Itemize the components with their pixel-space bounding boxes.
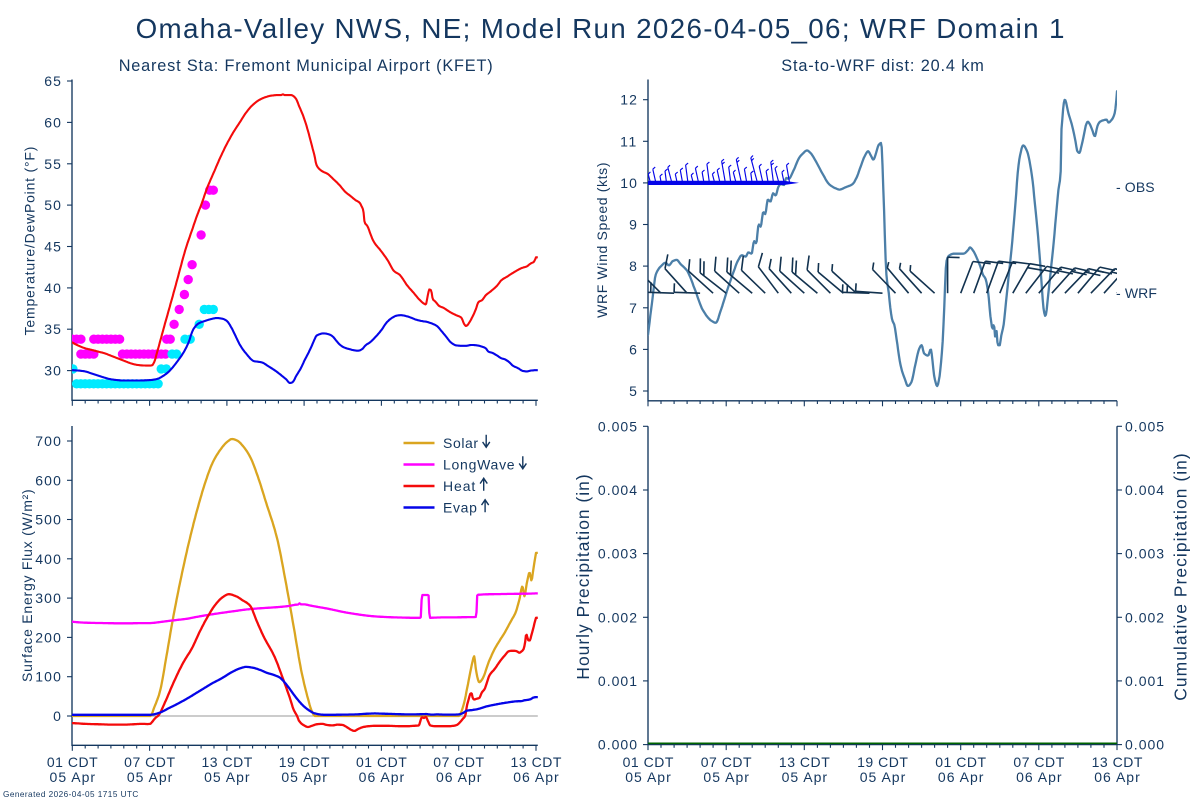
- svg-text:07 CDT: 07 CDT: [1013, 754, 1064, 770]
- svg-text:12: 12: [620, 92, 638, 108]
- svg-text:Evap: Evap: [443, 500, 478, 516]
- svg-text:13 CDT: 13 CDT: [511, 754, 562, 770]
- svg-text:Cumulative Precipitation (in): Cumulative Precipitation (in): [1171, 452, 1191, 701]
- svg-text:0.005: 0.005: [598, 418, 638, 434]
- svg-text:0.004: 0.004: [598, 482, 638, 498]
- svg-text:0.000: 0.000: [598, 737, 638, 753]
- svg-text:700: 700: [35, 433, 62, 449]
- svg-text:Omaha-Valley NWS, NE; Model Ru: Omaha-Valley NWS, NE; Model Run 2026-04-…: [136, 13, 1066, 44]
- svg-text:Nearest Sta: Fremont Municipal: Nearest Sta: Fremont Municipal Airport (…: [119, 57, 494, 75]
- svg-text:07 CDT: 07 CDT: [701, 754, 752, 770]
- svg-text:Solar: Solar: [443, 435, 479, 451]
- svg-text:Surface Energy Flux (W/m²): Surface Energy Flux (W/m²): [19, 489, 35, 683]
- svg-text:- OBS: - OBS: [1116, 179, 1155, 195]
- svg-text:Heat: Heat: [443, 478, 476, 494]
- svg-text:01 CDT: 01 CDT: [935, 754, 986, 770]
- svg-text:0.004: 0.004: [1125, 482, 1165, 498]
- svg-text:65: 65: [44, 73, 62, 89]
- svg-text:Sta-to-WRF dist: 20.4 km: Sta-to-WRF dist: 20.4 km: [781, 57, 984, 75]
- svg-text:13 CDT: 13 CDT: [1092, 754, 1143, 770]
- svg-text:07 CDT: 07 CDT: [124, 754, 175, 770]
- svg-text:01 CDT: 01 CDT: [47, 754, 98, 770]
- svg-text:01 CDT: 01 CDT: [623, 754, 674, 770]
- svg-text:19 CDT: 19 CDT: [279, 754, 330, 770]
- svg-text:05 Apr: 05 Apr: [127, 769, 173, 785]
- svg-text:0.002: 0.002: [1125, 609, 1165, 625]
- svg-text:05 Apr: 05 Apr: [703, 769, 749, 785]
- svg-text:06 Apr: 06 Apr: [1094, 769, 1140, 785]
- svg-text:600: 600: [35, 472, 62, 488]
- svg-text:7: 7: [629, 300, 638, 316]
- svg-text:13 CDT: 13 CDT: [201, 754, 252, 770]
- svg-text:05 Apr: 05 Apr: [625, 769, 671, 785]
- svg-text:0.000: 0.000: [1125, 737, 1165, 753]
- svg-text:- WRF: - WRF: [1116, 285, 1157, 301]
- svg-text:0.005: 0.005: [1125, 418, 1165, 434]
- svg-text:6: 6: [629, 341, 638, 357]
- svg-text:06 Apr: 06 Apr: [1016, 769, 1062, 785]
- svg-text:10: 10: [620, 175, 638, 191]
- svg-text:05 Apr: 05 Apr: [50, 769, 96, 785]
- svg-text:0.001: 0.001: [598, 673, 638, 689]
- svg-text:05 Apr: 05 Apr: [204, 769, 250, 785]
- svg-text:5: 5: [629, 383, 638, 399]
- svg-text:40: 40: [44, 280, 62, 296]
- svg-text:11: 11: [620, 133, 638, 149]
- svg-text:50: 50: [44, 197, 62, 213]
- svg-text:05 Apr: 05 Apr: [281, 769, 327, 785]
- svg-text:60: 60: [44, 114, 62, 130]
- svg-text:0.001: 0.001: [1125, 673, 1165, 689]
- svg-text:0.003: 0.003: [598, 546, 638, 562]
- svg-text:06 Apr: 06 Apr: [513, 769, 559, 785]
- svg-text:35: 35: [44, 321, 62, 337]
- svg-text:WRF Wind Speed (kts): WRF Wind Speed (kts): [594, 162, 610, 318]
- svg-text:06 Apr: 06 Apr: [436, 769, 482, 785]
- svg-text:30: 30: [44, 363, 62, 379]
- svg-text:Temperature/DewPoint (°F): Temperature/DewPoint (°F): [22, 146, 38, 336]
- svg-text:55: 55: [44, 156, 62, 172]
- svg-text:100: 100: [35, 669, 62, 685]
- svg-text:13 CDT: 13 CDT: [779, 754, 830, 770]
- svg-text:LongWave: LongWave: [443, 457, 515, 473]
- svg-text:06 Apr: 06 Apr: [938, 769, 984, 785]
- svg-text:0: 0: [53, 708, 62, 724]
- svg-text:05 Apr: 05 Apr: [860, 769, 906, 785]
- svg-text:01 CDT: 01 CDT: [356, 754, 407, 770]
- svg-text:0.002: 0.002: [598, 609, 638, 625]
- svg-text:Hourly Precipitation (in): Hourly Precipitation (in): [573, 473, 593, 679]
- svg-text:9: 9: [629, 217, 638, 233]
- svg-text:Generated 2026-04-05 1715 UTC: Generated 2026-04-05 1715 UTC: [3, 790, 139, 799]
- svg-text:45: 45: [44, 239, 62, 255]
- svg-text:0.003: 0.003: [1125, 546, 1165, 562]
- svg-text:500: 500: [35, 512, 62, 528]
- svg-text:200: 200: [35, 629, 62, 645]
- svg-text:19 CDT: 19 CDT: [857, 754, 908, 770]
- svg-text:400: 400: [35, 551, 62, 567]
- svg-text:06 Apr: 06 Apr: [359, 769, 405, 785]
- svg-text:8: 8: [629, 258, 638, 274]
- svg-text:300: 300: [35, 590, 62, 606]
- svg-text:07 CDT: 07 CDT: [433, 754, 484, 770]
- svg-text:05 Apr: 05 Apr: [782, 769, 828, 785]
